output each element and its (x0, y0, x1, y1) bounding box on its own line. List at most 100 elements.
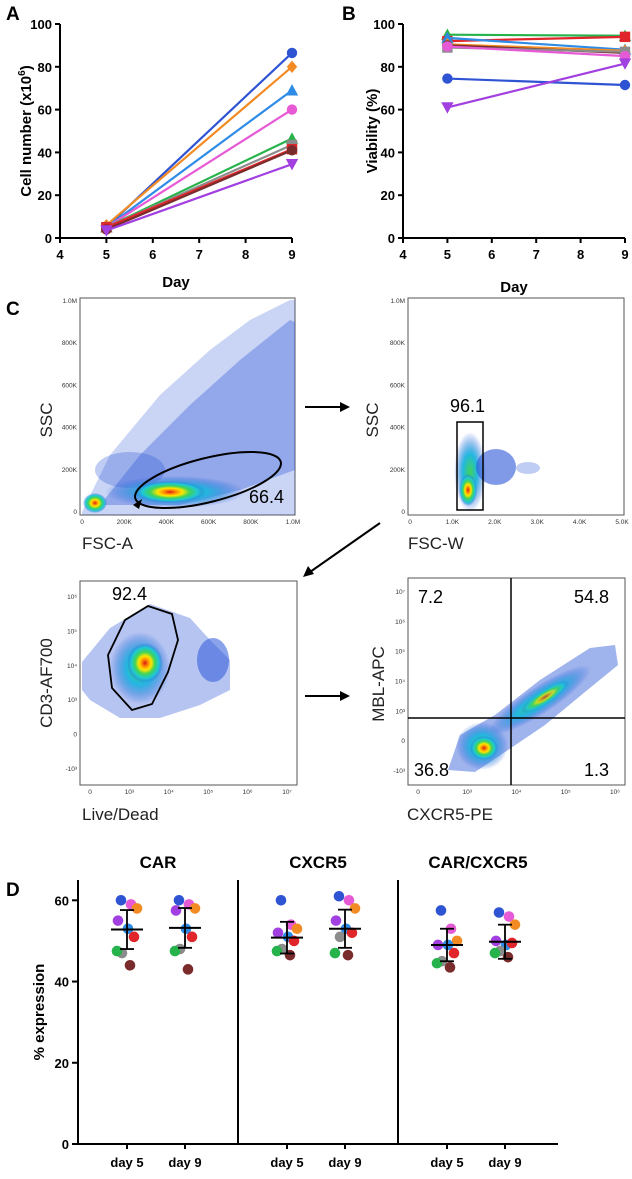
flow-y-tick-label: 0 (73, 732, 77, 739)
chart-d-data-point (493, 907, 505, 918)
chart-a-y-tick-label: 100 (30, 17, 52, 32)
panel-label-c: C (6, 299, 20, 320)
flow-plot-2-y-label: SSC (363, 403, 382, 438)
chart-a-x-tick-label: 8 (242, 247, 249, 262)
chart-b-series-line (447, 45, 626, 58)
flow-y-tick-label: 1.0M (63, 298, 77, 305)
flow-plot-2-spread (516, 462, 540, 474)
flow-plot-2-hot-cluster (459, 474, 477, 506)
flow-y-tick-label: 10⁶ (67, 594, 77, 601)
quadrant-lower-right-value: 1.3 (584, 760, 609, 780)
chart-b-series-line (447, 43, 626, 52)
chart-a-y-tick-label: 20 (38, 188, 52, 203)
chart-a-series-line (105, 148, 293, 229)
chart-a-x-label: Day (162, 274, 190, 291)
flow-plot-3-gate (107, 605, 179, 712)
chart-d-data-point (330, 915, 342, 926)
chart-d-data-point (431, 957, 443, 969)
flow-x-tick-label: 0 (80, 519, 84, 526)
chart-b-x-tick-label: 4 (399, 247, 407, 262)
chart-d-y-label: % expression (31, 964, 48, 1061)
flow-x-tick-label: 5.0K (615, 519, 629, 526)
chart-a-series-line (105, 65, 293, 226)
flow-x-tick-label: 10⁴ (164, 789, 174, 796)
flow-plot-2-gate-value: 96.1 (450, 396, 485, 416)
chart-a-data-point (285, 158, 299, 171)
chart-d-data-point (186, 931, 198, 943)
panel-label-a: A (6, 4, 20, 25)
chart-b-y-tick-label: 40 (381, 145, 395, 160)
quadrant-lower-left-value: 36.8 (414, 760, 449, 780)
chart-a-x-tick-label: 9 (288, 247, 295, 262)
flow-plot-2-gate (456, 421, 484, 511)
flow-plot-3-gate-value: 92.4 (112, 584, 147, 604)
chart-b-series-line (447, 62, 626, 109)
chart-d-data-point (124, 959, 136, 971)
chart-d-data-point (112, 915, 124, 926)
chart-b-data-point (441, 102, 454, 114)
chart-a-data-point (286, 104, 298, 115)
chart-b-y-tick-label: 0 (388, 231, 395, 246)
chart-d-x-tick-label: day 9 (328, 1155, 361, 1170)
chart-b-x-label: Day (500, 279, 528, 296)
chart-b-data-point (618, 58, 632, 70)
chart-a-y-tick-label: 60 (38, 103, 52, 118)
flow-x-tick-label: 10³ (125, 789, 135, 796)
flow-plot-4-negative-hot (470, 736, 498, 760)
chart-d-group-title: CAR/CXCR5 (428, 853, 527, 872)
flow-plot-1-x-label: FSC-A (82, 534, 134, 553)
flow-y-tick-label: 10⁵ (67, 628, 77, 635)
chart-d-data-point (131, 903, 143, 914)
chart-d-data-point (170, 905, 182, 916)
chart-a-series-line (105, 149, 293, 231)
flow-plot-1-hot-cluster (134, 481, 206, 503)
flow-x-tick-label: 10⁷ (282, 789, 292, 796)
flow-y-tick-label: 200K (390, 467, 406, 474)
chart-b-x-tick-label: 5 (444, 247, 451, 262)
chart-d-data-point (342, 949, 354, 961)
flow-y-tick-label: 600K (390, 382, 406, 389)
chart-d-data-point (346, 927, 358, 939)
flow-plot-1-gate-pointer (133, 499, 142, 509)
flow-plot-3-x-label: Live/Dead (82, 805, 159, 824)
chart-d-data-point (189, 903, 201, 914)
chart-a-data-point (286, 145, 298, 156)
flow-plot-2-x-label: FSC-W (408, 534, 464, 553)
gating-arrow-2 (303, 522, 381, 577)
chart-d-y-tick-label: 60 (55, 893, 69, 908)
flow-y-tick-label: 10³ (396, 708, 406, 715)
flow-y-tick-label: 400K (62, 425, 78, 432)
flow-x-tick-label: 10⁶ (243, 789, 253, 796)
chart-d-data-point (115, 895, 127, 906)
chart-d-data-point (506, 937, 518, 949)
flow-plot-2-frame (407, 297, 625, 516)
chart-a-data-point (285, 84, 299, 96)
chart-a-y-tick-label: 40 (38, 145, 52, 160)
flow-plot-fscw-ssc: 96.1 0 200K 400K 600K 800K 1.0M 0 1.0K 2.0K 3.0K 4… (363, 297, 629, 553)
flow-y-tick-label: 10⁴ (67, 663, 77, 670)
chart-a-x-tick-label: 5 (103, 247, 110, 262)
flow-x-tick-label: 3.0K (531, 519, 545, 526)
chart-d-x-tick-label: day 5 (270, 1155, 303, 1170)
flow-x-tick-label: 10⁵ (203, 789, 213, 796)
chart-d-data-point (333, 890, 345, 902)
flow-plot-4-positive-hot (521, 680, 569, 714)
flow-y-tick-label: 10⁷ (395, 589, 405, 596)
flow-y-tick-label: 10⁵ (395, 649, 405, 656)
flow-plot-4-x-label: CXCR5-PE (407, 805, 493, 824)
flow-y-tick-label: 0 (73, 509, 77, 516)
flow-y-tick-label: 10⁴ (395, 679, 405, 686)
quadrant-upper-right-value: 54.8 (574, 587, 609, 607)
panel-label-d: D (6, 880, 20, 901)
flow-y-tick-label: -10³ (65, 766, 77, 773)
chart-b-series-line (447, 36, 626, 51)
quadrant-upper-left-value: 7.2 (418, 587, 443, 607)
chart-d-y-tick-label: 0 (62, 1137, 69, 1152)
chart-d-data-point (503, 911, 515, 922)
chart-d-data-point (349, 903, 361, 914)
chart-a-series-line (105, 108, 293, 229)
flow-x-tick-label: 0 (408, 519, 412, 526)
chart-b-data-point (619, 31, 631, 43)
chart-d-data-point (111, 945, 123, 957)
chart-d-data-point (343, 895, 355, 906)
